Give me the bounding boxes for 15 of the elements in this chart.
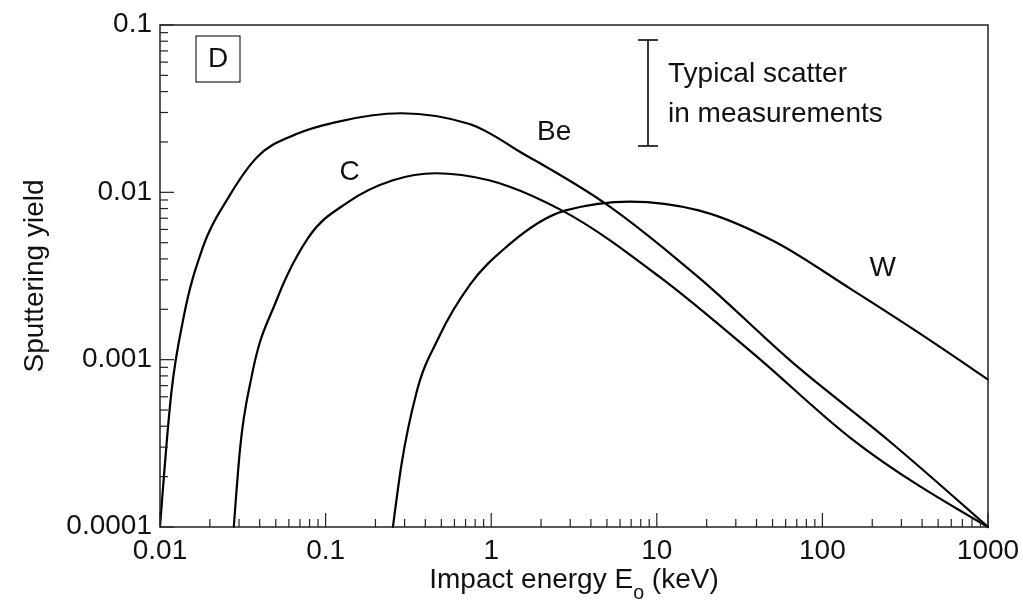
annotation: Typical scatter in measurements — [668, 57, 883, 128]
x-tick-label: 0.1 — [306, 534, 346, 565]
y-tick-label: 0.01 — [97, 174, 152, 206]
x-tick-label: 100 — [799, 534, 846, 565]
y-axis-title: Sputtering yield — [18, 179, 50, 373]
series-label: Be — [536, 114, 572, 146]
x-tick-label: 1 — [483, 534, 499, 565]
x-axis-title: Impact energy E$_{o}$ (keV) — [429, 563, 719, 603]
y-tick-label: 0.1 — [113, 7, 152, 39]
x-tick-label: 10 — [641, 534, 673, 565]
annotation: D — [207, 42, 229, 74]
x-tick-label: 1000 — [956, 534, 1020, 565]
y-tick-label: 0.001 — [81, 342, 152, 374]
series-label: W — [869, 251, 897, 283]
series-label: C — [339, 154, 360, 186]
